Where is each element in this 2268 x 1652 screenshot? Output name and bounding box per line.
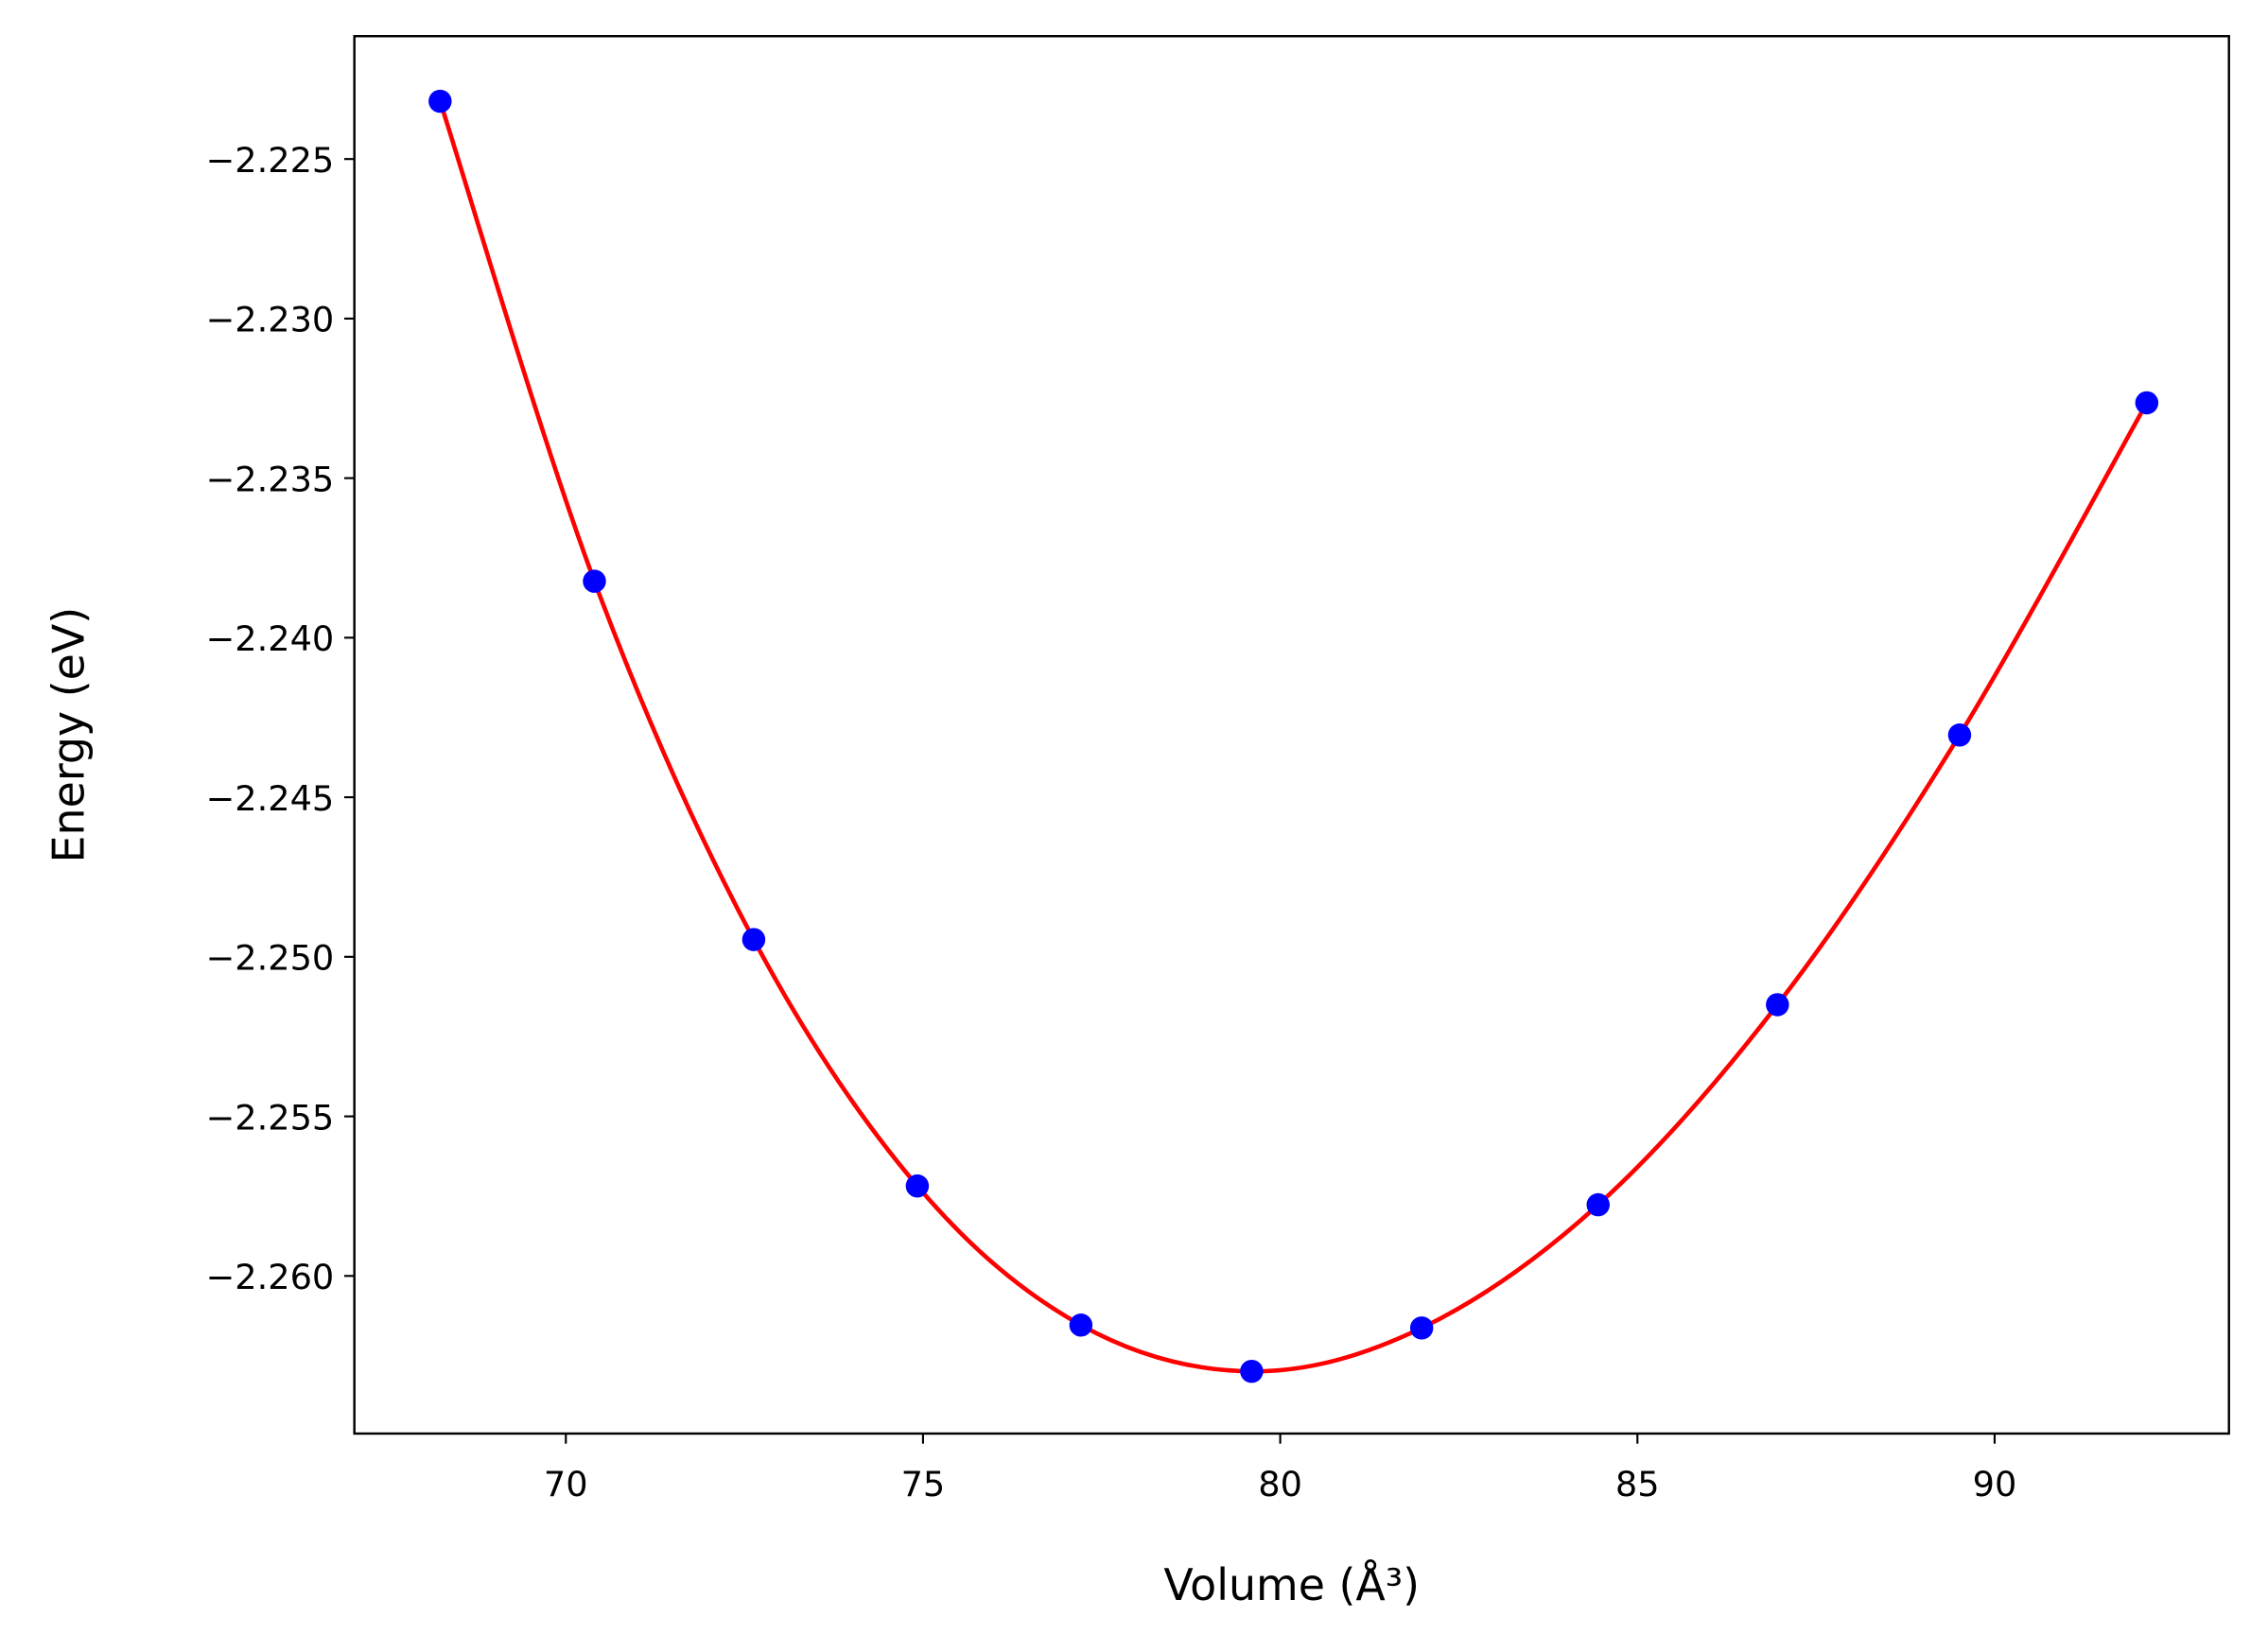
y-tick-label: −2.235 <box>206 459 335 499</box>
data-point <box>583 569 606 593</box>
x-tick-label: 85 <box>1615 1464 1660 1504</box>
x-tick-label: 80 <box>1258 1464 1302 1504</box>
data-point <box>905 1174 930 1198</box>
y-tick-label: −2.250 <box>206 938 335 979</box>
x-tick-label: 90 <box>1973 1464 2017 1504</box>
data-points-layer <box>428 89 2159 1383</box>
y-axis-label: Energy (eV) <box>44 607 95 863</box>
y-tick-label: −2.240 <box>206 618 335 659</box>
y-axis-ticks: −2.225 −2.230 −2.235 −2.240 −2.245 −2.250 −2.2… <box>206 140 355 1297</box>
y-tick-label: −2.225 <box>206 140 335 181</box>
data-point <box>1069 1313 1093 1337</box>
fit-curve <box>438 100 2149 1374</box>
x-tick-label: 75 <box>901 1464 946 1504</box>
y-tick-label: −2.245 <box>206 778 335 819</box>
fit-curve-layer <box>438 100 2149 1374</box>
y-tick-label: −2.260 <box>206 1257 335 1297</box>
data-point <box>1409 1316 1434 1340</box>
x-axis-ticks: 70 75 80 85 90 <box>544 1434 2016 1504</box>
y-tick-label: −2.230 <box>206 300 335 340</box>
data-point <box>1947 723 1972 747</box>
data-point <box>428 89 452 113</box>
data-point <box>1766 993 1789 1017</box>
data-point <box>741 928 766 951</box>
data-point <box>1586 1192 1610 1217</box>
x-tick-label: 70 <box>544 1464 588 1504</box>
x-axis-label: Volume (Å³) <box>1163 1559 1420 1610</box>
y-tick-label: −2.255 <box>206 1097 335 1138</box>
data-point <box>2135 391 2159 415</box>
plot-frame <box>353 35 2230 1435</box>
data-point <box>1240 1359 1264 1383</box>
